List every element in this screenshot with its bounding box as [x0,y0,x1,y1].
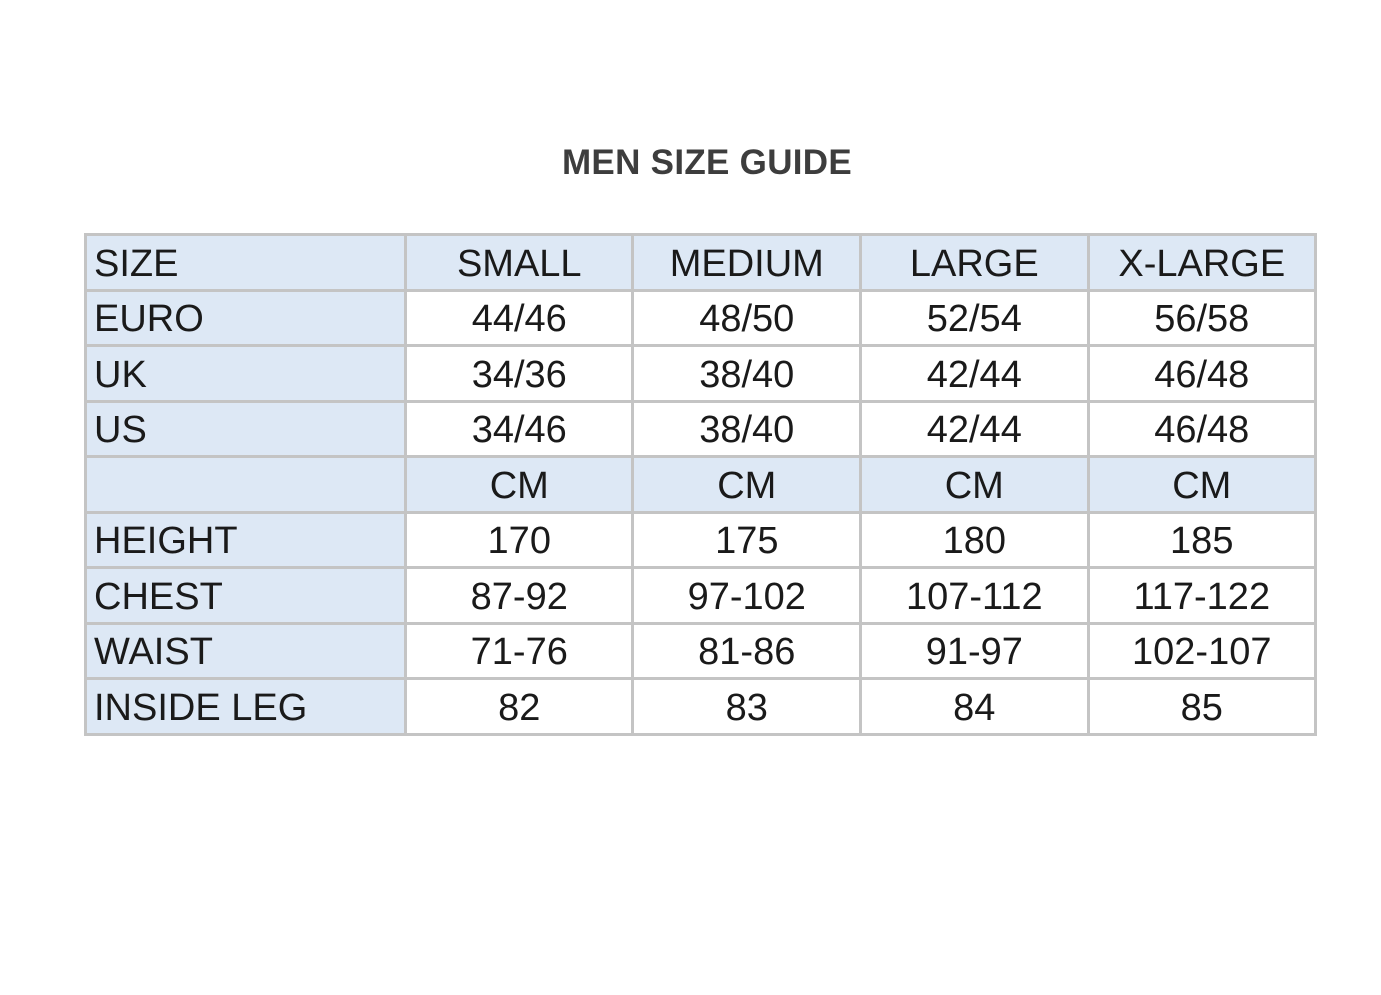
table-cell: 185 [1086,510,1318,569]
table-cell: 44/46 [404,288,635,347]
row-label: EURO [83,288,408,347]
table-cell: CM [404,455,635,514]
table-cell: 56/58 [1086,288,1318,347]
size-table: SIZE SMALL MEDIUM LARGE X-LARGE EURO 44/46 48/5… [83,233,1318,736]
table-row: SIZE SMALL MEDIUM LARGE X-LARGE [83,233,1318,292]
row-label: WAIST [83,621,408,680]
table-cell: MEDIUM [631,233,863,292]
table-cell: 34/46 [404,399,635,458]
table-cell: 48/50 [631,288,863,347]
table-cell: 38/40 [631,399,863,458]
table-cell: 170 [404,510,635,569]
table-row: CM CM CM CM [83,455,1318,514]
table-row: HEIGHT 170 175 180 185 [83,510,1318,569]
table-cell: LARGE [859,233,1090,292]
table-cell: 46/48 [1086,344,1318,403]
table-cell: 71-76 [404,621,635,680]
table-row: CHEST 87-92 97-102 107-112 117-122 [83,566,1318,625]
table-cell: 117-122 [1086,566,1318,625]
table-cell: 85 [1086,677,1318,736]
table-cell: 91-97 [859,621,1090,680]
table-row: WAIST 71-76 81-86 91-97 102-107 [83,621,1318,680]
table-cell: 87-92 [404,566,635,625]
table-cell: X-LARGE [1086,233,1318,292]
table-cell: 81-86 [631,621,863,680]
table-cell: 83 [631,677,863,736]
table-row: INSIDE LEG 82 83 84 85 [83,677,1318,736]
table-cell: 175 [631,510,863,569]
table-cell: 42/44 [859,399,1090,458]
table-cell: 52/54 [859,288,1090,347]
row-label [83,455,408,514]
table-row: UK 34/36 38/40 42/44 46/48 [83,344,1318,403]
row-label: CHEST [83,566,408,625]
table-cell: 46/48 [1086,399,1318,458]
table-cell: CM [631,455,863,514]
row-label: HEIGHT [83,510,408,569]
table-cell: 107-112 [859,566,1090,625]
table-cell: 34/36 [404,344,635,403]
table-cell: 102-107 [1086,621,1318,680]
table-cell: CM [859,455,1090,514]
page-title: MEN SIZE GUIDE [561,143,853,182]
table-cell: 82 [404,677,635,736]
row-label: US [83,399,408,458]
row-label: UK [83,344,408,403]
table-cell: 84 [859,677,1090,736]
table-cell: 180 [859,510,1090,569]
row-label: SIZE [83,233,408,292]
table-cell: 38/40 [631,344,863,403]
table-row: US 34/46 38/40 42/44 46/48 [83,399,1318,458]
table-cell: 42/44 [859,344,1090,403]
table-row: EURO 44/46 48/50 52/54 56/58 [83,288,1318,347]
row-label: INSIDE LEG [83,677,408,736]
table-cell: 97-102 [631,566,863,625]
table-cell: SMALL [404,233,635,292]
table-cell: CM [1086,455,1318,514]
